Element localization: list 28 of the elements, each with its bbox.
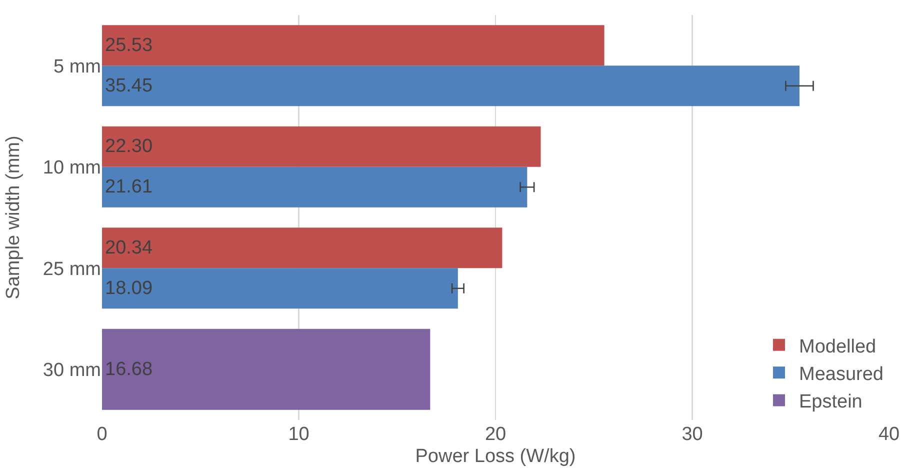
- data-label: 25.53: [105, 34, 153, 56]
- y-tick-label: 25 mm: [42, 258, 101, 280]
- data-label: 21.61: [105, 176, 153, 198]
- x-tick-label: 40: [878, 424, 900, 445]
- legend-label: Epstein: [799, 392, 862, 413]
- x-tick-label: 20: [484, 424, 506, 445]
- x-tick-label: 10: [288, 424, 310, 445]
- data-label: 22.30: [105, 136, 153, 158]
- bar: [102, 66, 800, 106]
- data-label: 20.34: [105, 237, 153, 258]
- data-label: 18.09: [105, 278, 153, 299]
- y-tick-label: 30 mm: [42, 360, 101, 382]
- data-label: 35.45: [105, 75, 153, 96]
- legend-label: Modelled: [799, 336, 876, 358]
- x-tick-label: 30: [682, 424, 703, 445]
- bar: [102, 228, 502, 268]
- bar: [102, 268, 458, 309]
- bar: [102, 25, 604, 66]
- y-tick-label: 10 mm: [42, 158, 101, 179]
- x-axis-title: Power Loss (W/kg): [415, 446, 576, 467]
- bar: [102, 328, 430, 410]
- y-tick-label: 5 mm: [54, 56, 101, 78]
- y-axis-title: Sample width (mm): [2, 136, 24, 300]
- data-label: 16.68: [105, 358, 153, 380]
- bar: [102, 166, 528, 208]
- x-tick-label: 0: [96, 424, 108, 445]
- bar: [102, 126, 541, 167]
- legend-label: Measured: [799, 364, 884, 385]
